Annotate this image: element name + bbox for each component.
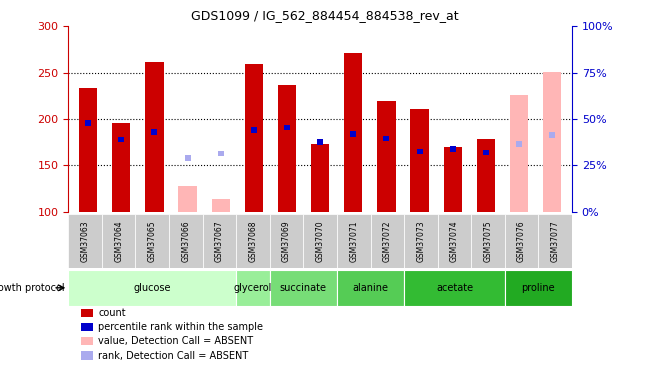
Bar <box>278 85 296 212</box>
Text: succinate: succinate <box>280 283 327 293</box>
Text: value, Detection Call = ABSENT: value, Detection Call = ABSENT <box>98 336 254 346</box>
Bar <box>370 214 404 268</box>
Bar <box>135 214 169 268</box>
Bar <box>538 214 572 268</box>
Bar <box>185 155 190 161</box>
Text: GSM37068: GSM37068 <box>248 220 257 262</box>
Bar <box>112 123 131 212</box>
Bar <box>516 141 522 147</box>
Bar <box>212 199 230 212</box>
Bar <box>483 150 489 155</box>
Text: glycerol: glycerol <box>234 283 272 293</box>
Text: GSM37072: GSM37072 <box>383 220 392 262</box>
Bar <box>179 186 197 212</box>
Text: GSM37069: GSM37069 <box>282 220 291 262</box>
Bar <box>284 124 290 130</box>
Bar <box>543 72 561 212</box>
Bar <box>476 138 495 212</box>
Text: count: count <box>98 308 125 318</box>
Bar <box>236 214 270 268</box>
Bar <box>169 214 203 268</box>
Text: proline: proline <box>521 283 555 293</box>
Bar <box>344 53 363 212</box>
Bar <box>404 214 437 268</box>
Bar <box>245 64 263 212</box>
Text: percentile rank within the sample: percentile rank within the sample <box>98 322 263 332</box>
Bar <box>410 109 428 212</box>
Bar <box>203 214 236 268</box>
Bar <box>384 136 389 141</box>
Bar <box>118 137 124 142</box>
Bar <box>505 270 572 306</box>
Text: acetate: acetate <box>436 283 473 293</box>
Text: alanine: alanine <box>352 283 389 293</box>
Bar <box>417 149 423 154</box>
Text: GSM37065: GSM37065 <box>148 220 157 262</box>
Text: GSM37070: GSM37070 <box>316 220 324 262</box>
Bar <box>471 214 505 268</box>
Bar <box>236 270 270 306</box>
Text: GSM37067: GSM37067 <box>215 220 224 262</box>
Bar <box>443 147 461 212</box>
Bar <box>510 95 528 212</box>
Bar <box>270 214 304 268</box>
Text: glucose: glucose <box>133 283 171 293</box>
Bar <box>377 101 395 212</box>
Bar <box>437 214 471 268</box>
Text: GSM37075: GSM37075 <box>484 220 493 262</box>
Bar <box>404 270 505 306</box>
Bar <box>270 270 337 306</box>
Text: GSM37063: GSM37063 <box>81 220 90 262</box>
Text: GSM37071: GSM37071 <box>349 220 358 262</box>
Bar <box>350 131 356 137</box>
Bar <box>549 132 555 138</box>
Bar <box>85 120 91 126</box>
Bar <box>505 214 538 268</box>
Bar <box>337 214 370 268</box>
Text: GSM37076: GSM37076 <box>517 220 526 262</box>
Bar <box>79 88 98 212</box>
Text: GSM37066: GSM37066 <box>181 220 190 262</box>
Bar <box>251 128 257 133</box>
Bar <box>151 129 157 135</box>
Text: GSM37077: GSM37077 <box>551 220 560 262</box>
Bar <box>304 214 337 268</box>
Bar <box>317 140 323 145</box>
Bar <box>102 214 135 268</box>
Text: GSM37064: GSM37064 <box>114 220 123 262</box>
Bar <box>311 144 330 212</box>
Bar <box>450 146 456 152</box>
Text: GSM37073: GSM37073 <box>417 220 425 262</box>
Text: GSM37074: GSM37074 <box>450 220 459 262</box>
Text: growth protocol: growth protocol <box>0 283 65 293</box>
Text: rank, Detection Call = ABSENT: rank, Detection Call = ABSENT <box>98 351 248 360</box>
Bar <box>218 151 224 156</box>
Text: GDS1099 / IG_562_884454_884538_rev_at: GDS1099 / IG_562_884454_884538_rev_at <box>191 9 459 22</box>
Bar <box>68 214 102 268</box>
Bar <box>337 270 404 306</box>
Bar <box>68 270 236 306</box>
Bar <box>146 62 164 212</box>
